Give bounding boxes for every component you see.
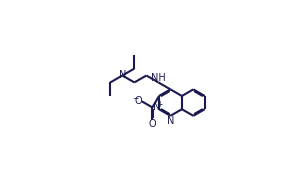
Text: −: −	[132, 94, 139, 103]
Text: N: N	[167, 116, 175, 126]
Text: +: +	[156, 100, 162, 109]
Text: N: N	[153, 102, 160, 112]
Text: NH: NH	[151, 73, 166, 83]
Text: O: O	[134, 96, 142, 106]
Text: O: O	[149, 119, 156, 129]
Text: N: N	[119, 70, 126, 80]
